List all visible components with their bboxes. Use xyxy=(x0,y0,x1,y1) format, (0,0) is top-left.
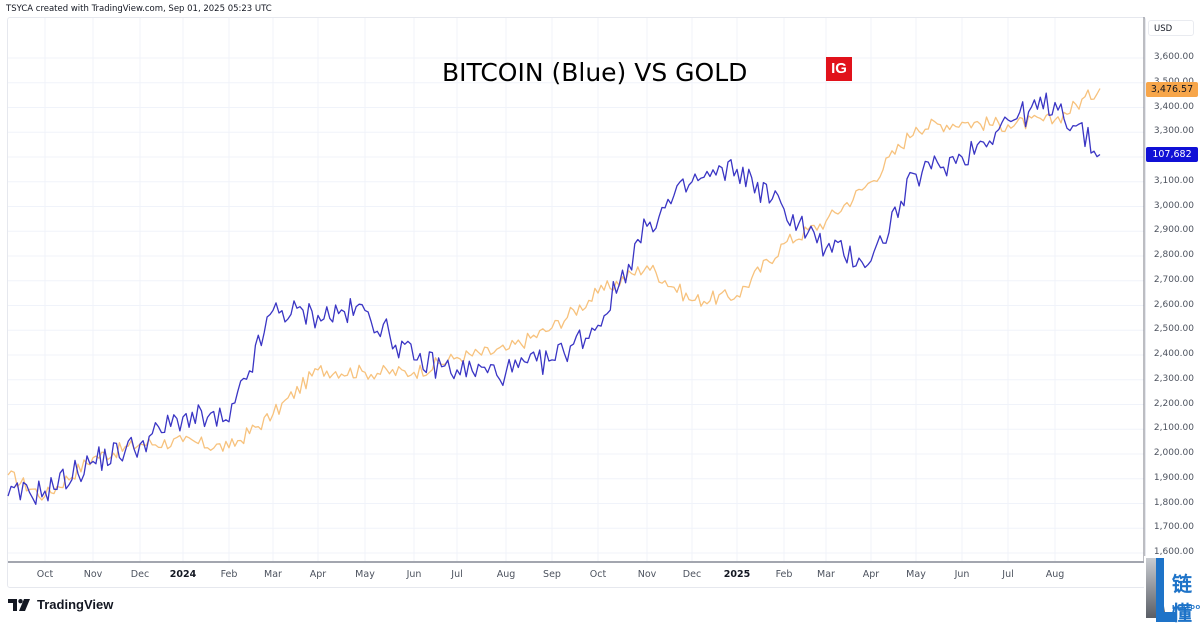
price-tick-label: 2,200.00 xyxy=(1153,398,1194,409)
time-tick-label: Feb xyxy=(775,569,793,580)
time-tick-label: Mar xyxy=(817,569,835,580)
price-tick-label: 1,700.00 xyxy=(1153,522,1194,533)
price-tick-label: 2,700.00 xyxy=(1153,274,1194,285)
time-tick-label: 2025 xyxy=(723,569,751,580)
chart-frame xyxy=(7,17,1146,588)
time-tick-label: Aug xyxy=(1045,569,1065,580)
price-tick-label: 2,400.00 xyxy=(1153,349,1194,359)
gold-last-price-badge: 3,476.57 xyxy=(1146,82,1198,97)
neatdown-logo-icon xyxy=(1144,556,1200,626)
tradingview-wordmark: TradingView xyxy=(37,597,114,612)
price-tick-label: 2,300.00 xyxy=(1153,373,1194,384)
chart-title: BITCOIN (Blue) VS GOLD xyxy=(442,58,748,87)
price-tick-label: 2,900.00 xyxy=(1153,225,1194,236)
price-tick-label: 1,900.00 xyxy=(1153,472,1194,483)
time-tick-label: Aug xyxy=(496,569,516,580)
time-tick-label: Feb xyxy=(220,569,238,580)
tradingview-logo[interactable]: TradingView xyxy=(8,597,113,612)
time-tick-label: Nov xyxy=(83,569,103,580)
time-tick-label: Jul xyxy=(1002,569,1014,580)
price-tick-label: 2,600.00 xyxy=(1153,299,1194,310)
time-tick-label: Oct xyxy=(36,569,54,580)
price-tick-label: 3,500.00 xyxy=(1144,77,1194,87)
bitcoin-price-line xyxy=(7,92,1101,505)
time-tick-label: 2024 xyxy=(169,569,197,580)
price-tick-label: 1,800.00 xyxy=(1153,497,1194,508)
time-tick-label: Jul xyxy=(451,569,463,580)
price-tick-label: 2,800.00 xyxy=(1153,250,1194,260)
time-tick-label: Dec xyxy=(130,569,150,580)
watermark-english: NEATDOWN.COM xyxy=(1172,605,1200,611)
gridlines xyxy=(8,18,1144,561)
time-tick-label: Jun xyxy=(954,569,970,580)
currency-label[interactable]: USD xyxy=(1148,20,1194,36)
gold-price-line xyxy=(7,88,1101,501)
watermark-chinese: 链懂 xyxy=(1172,572,1192,625)
time-tick-label: Jun xyxy=(406,569,422,580)
time-tick-label: Oct xyxy=(589,569,607,580)
price-tick-label: 2,100.00 xyxy=(1153,423,1194,434)
time-tick-label: Mar xyxy=(264,569,282,580)
time-tick-label: Nov xyxy=(637,569,657,580)
price-tick-label: 2,000.00 xyxy=(1153,448,1194,458)
tradingview-icon xyxy=(8,598,30,611)
time-tick-label: Dec xyxy=(682,569,702,580)
time-tick-label: Apr xyxy=(862,569,880,580)
ig-logo: IG xyxy=(826,57,852,81)
price-tick-label: 3,000.00 xyxy=(1153,200,1194,211)
price-tick-label: 3,400.00 xyxy=(1153,101,1194,112)
price-tick-label: 2,500.00 xyxy=(1153,324,1194,335)
price-tick-label: 3,600.00 xyxy=(1153,52,1194,62)
time-tick-label: May xyxy=(906,569,926,580)
btc-last-price-badge: 107,682 xyxy=(1146,147,1198,162)
time-tick-label: Sep xyxy=(543,569,561,580)
time-tick-label: May xyxy=(355,569,375,580)
price-tick-label: 3,100.00 xyxy=(1153,175,1194,186)
price-tick-label: 1,600.00 xyxy=(1153,547,1194,557)
time-tick-label: Apr xyxy=(309,569,327,580)
price-tick-label: 3,300.00 xyxy=(1153,126,1194,137)
chart-credit: TSYCA created with TradingView.com, Sep … xyxy=(6,4,272,14)
